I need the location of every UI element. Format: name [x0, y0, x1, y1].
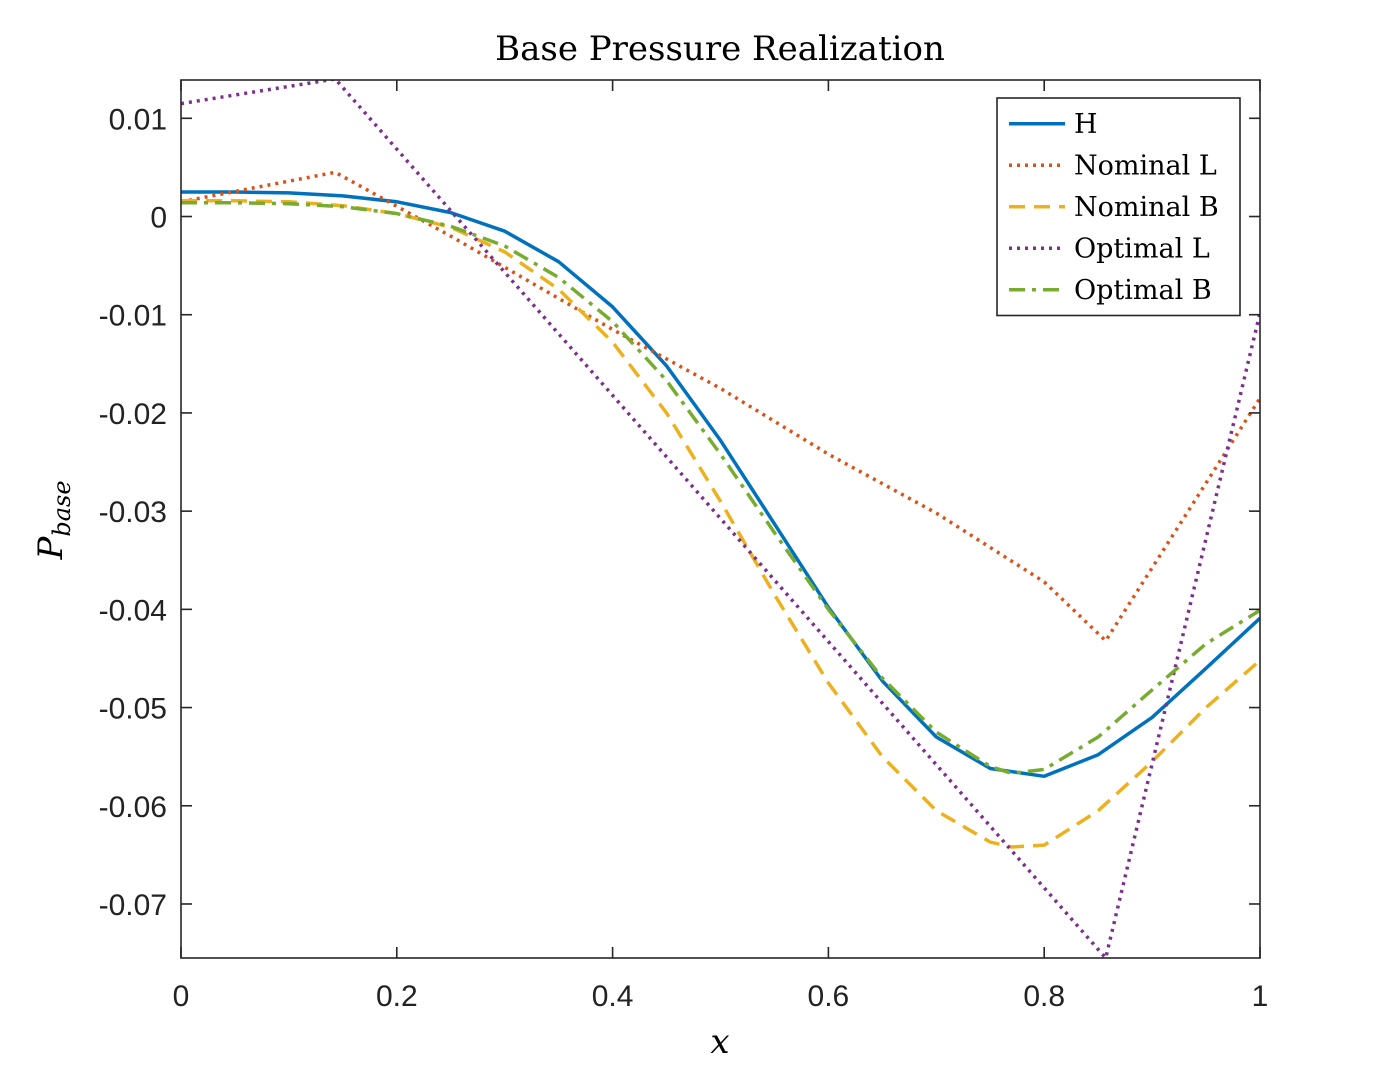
x-tick-label: 0: [173, 980, 190, 1013]
y-tick-label: -0.07: [99, 889, 167, 922]
legend-label: Optimal L: [1074, 233, 1210, 264]
y-axis-label: Pbase: [31, 480, 76, 560]
series-line-4: [181, 80, 1260, 958]
series-line-2: [181, 170, 1260, 643]
series-line-3: [181, 199, 1260, 849]
y-tick-label: 0.01: [109, 103, 167, 136]
y-axis-label-main: P: [31, 536, 71, 561]
x-tick-label: 0.2: [376, 980, 418, 1013]
y-axis-label-sub: base: [48, 480, 76, 536]
legend-label: H: [1074, 109, 1098, 140]
y-tick-label: 0: [150, 202, 167, 235]
x-axis-label: x: [710, 1022, 729, 1062]
chart-title: Base Pressure Realization: [495, 29, 945, 69]
y-tick-label: -0.01: [99, 300, 167, 333]
legend-label: Nominal B: [1074, 192, 1219, 223]
plot-frame: [180, 79, 1261, 959]
y-tick-label: -0.02: [99, 398, 167, 431]
y-tick-label: -0.04: [99, 594, 167, 627]
legend-label: Nominal L: [1074, 150, 1217, 181]
legend-label: Optimal B: [1074, 275, 1212, 306]
series-line-5: [181, 201, 1260, 776]
y-tick-label: -0.05: [99, 693, 167, 726]
x-tick-label: 0.8: [1023, 980, 1065, 1013]
x-tick-label: 0.6: [808, 980, 850, 1013]
axes: 0 0.2 0.4 0.6 0.8 1 0.01 0 -0.01 -0.02 -0.03 -0.04 -…: [99, 79, 1269, 1013]
y-tick-label: -0.03: [99, 496, 167, 529]
x-tick-label: 0.4: [592, 980, 634, 1013]
legend: H Nominal L Nominal B Optimal L Optimal B: [996, 97, 1241, 317]
series-line-1: [181, 190, 1260, 779]
plot-area: [181, 80, 1260, 958]
y-tick-label: -0.06: [99, 791, 167, 824]
x-tick-label: 1: [1252, 980, 1269, 1013]
